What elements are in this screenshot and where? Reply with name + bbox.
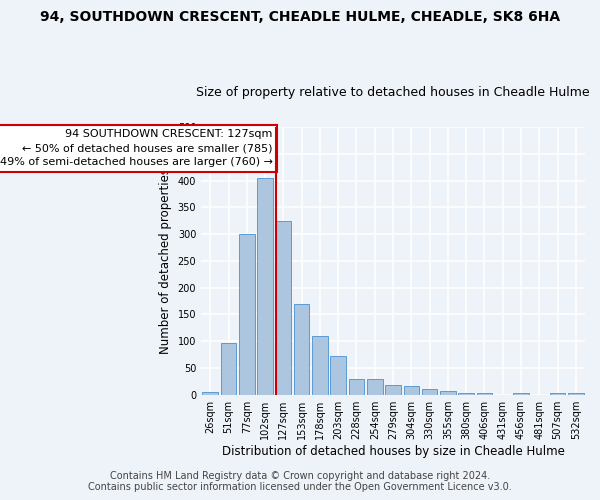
Y-axis label: Number of detached properties: Number of detached properties: [159, 168, 172, 354]
Bar: [513, 393, 529, 394]
Bar: [202, 392, 218, 394]
Bar: [331, 356, 346, 395]
X-axis label: Distribution of detached houses by size in Cheadle Hulme: Distribution of detached houses by size …: [221, 444, 565, 458]
Bar: [440, 392, 455, 394]
Text: Contains HM Land Registry data © Crown copyright and database right 2024.
Contai: Contains HM Land Registry data © Crown c…: [88, 471, 512, 492]
Bar: [349, 378, 364, 394]
Text: 94, SOUTHDOWN CRESCENT, CHEADLE HULME, CHEADLE, SK8 6HA: 94, SOUTHDOWN CRESCENT, CHEADLE HULME, C…: [40, 10, 560, 24]
Bar: [385, 385, 401, 394]
Bar: [367, 378, 383, 394]
Bar: [568, 393, 584, 394]
Bar: [275, 220, 291, 394]
Bar: [458, 393, 474, 394]
Bar: [404, 386, 419, 394]
Bar: [312, 336, 328, 394]
Text: 94 SOUTHDOWN CRESCENT: 127sqm
← 50% of detached houses are smaller (785)
49% of : 94 SOUTHDOWN CRESCENT: 127sqm ← 50% of d…: [0, 129, 273, 167]
Bar: [422, 390, 437, 394]
Bar: [294, 304, 310, 394]
Bar: [221, 343, 236, 394]
Bar: [550, 393, 565, 394]
Bar: [239, 234, 254, 394]
Title: Size of property relative to detached houses in Cheadle Hulme: Size of property relative to detached ho…: [196, 86, 590, 100]
Bar: [257, 178, 273, 394]
Bar: [476, 393, 492, 394]
